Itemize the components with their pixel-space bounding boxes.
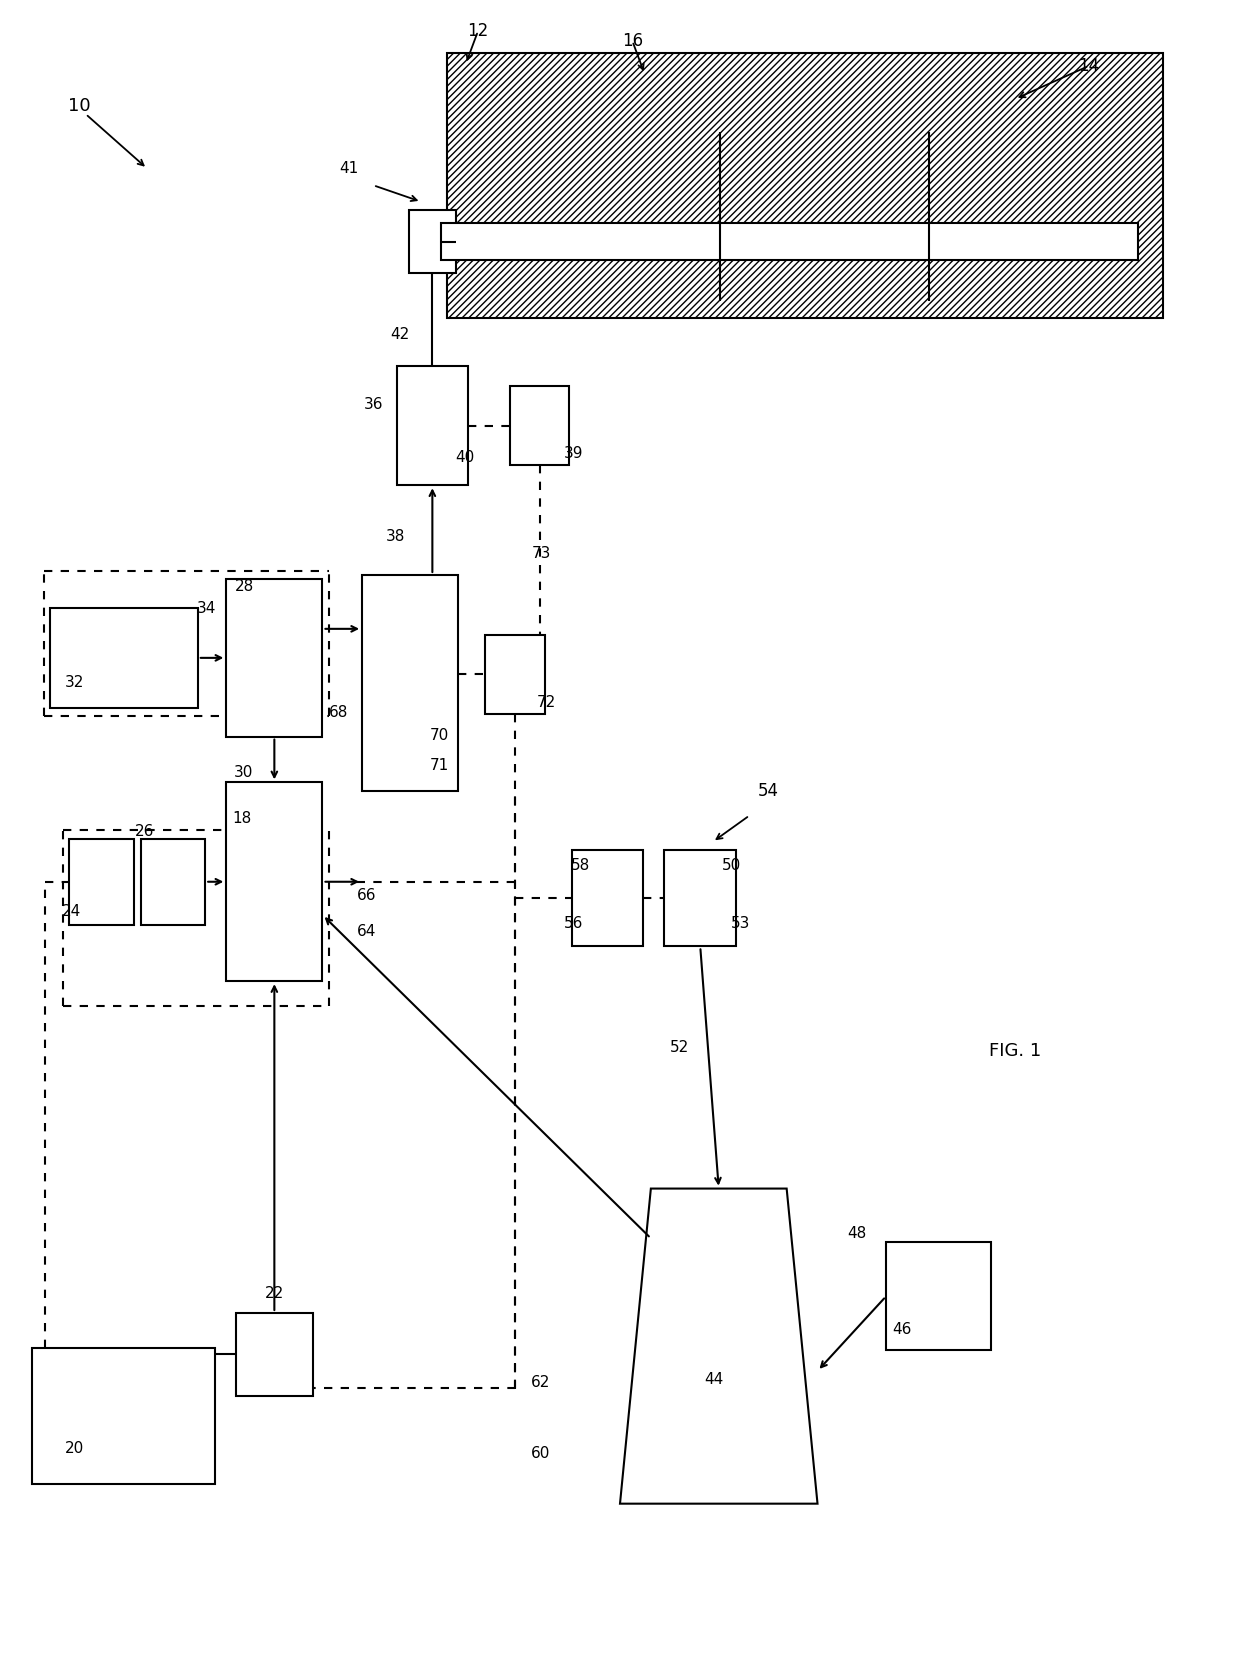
Text: 41: 41 — [339, 161, 358, 176]
Text: 36: 36 — [363, 396, 383, 411]
Bar — [362, 576, 459, 790]
Text: 52: 52 — [670, 1040, 689, 1055]
Bar — [448, 53, 1163, 318]
Text: 18: 18 — [233, 812, 252, 827]
Bar — [226, 782, 322, 982]
Text: 40: 40 — [455, 449, 474, 464]
Bar — [485, 634, 544, 714]
Text: 14: 14 — [1079, 57, 1100, 75]
Text: FIG. 1: FIG. 1 — [988, 1042, 1042, 1060]
Text: 48: 48 — [847, 1226, 867, 1241]
Text: 53: 53 — [732, 915, 750, 930]
Bar — [572, 850, 644, 947]
Text: 28: 28 — [236, 579, 254, 594]
Polygon shape — [620, 1188, 817, 1504]
Text: 50: 50 — [722, 857, 740, 872]
Bar — [236, 1313, 312, 1396]
Text: 24: 24 — [62, 904, 82, 919]
Text: 22: 22 — [264, 1286, 284, 1301]
Text: 30: 30 — [234, 765, 253, 780]
Text: 54: 54 — [758, 782, 779, 799]
Bar — [226, 579, 322, 737]
Text: 58: 58 — [570, 857, 590, 872]
Text: 70: 70 — [430, 729, 449, 744]
Text: 12: 12 — [467, 22, 489, 40]
Bar — [441, 223, 1138, 260]
Bar — [141, 839, 206, 925]
Text: 26: 26 — [135, 824, 155, 840]
Text: 73: 73 — [531, 546, 551, 561]
Text: 39: 39 — [563, 446, 583, 461]
Text: 10: 10 — [68, 97, 91, 115]
Text: 68: 68 — [329, 706, 348, 721]
Text: 32: 32 — [64, 676, 84, 691]
Text: 62: 62 — [531, 1374, 551, 1389]
Bar — [50, 607, 198, 707]
Text: 20: 20 — [64, 1441, 84, 1456]
Bar — [510, 386, 569, 466]
Text: 71: 71 — [430, 759, 449, 774]
Text: 64: 64 — [357, 924, 377, 938]
Text: 66: 66 — [357, 887, 377, 902]
Text: 16: 16 — [621, 32, 642, 50]
Text: 72: 72 — [537, 696, 556, 711]
Bar — [665, 850, 737, 947]
Bar — [409, 210, 456, 273]
Bar — [69, 839, 134, 925]
Text: 34: 34 — [197, 601, 216, 616]
Text: 38: 38 — [386, 529, 405, 544]
Text: 42: 42 — [391, 326, 410, 343]
Bar — [397, 366, 469, 486]
Bar — [32, 1348, 215, 1484]
Text: 46: 46 — [892, 1321, 911, 1338]
Text: 56: 56 — [563, 915, 583, 930]
Text: 44: 44 — [704, 1371, 723, 1386]
Bar — [887, 1243, 991, 1350]
Text: 60: 60 — [531, 1446, 551, 1461]
